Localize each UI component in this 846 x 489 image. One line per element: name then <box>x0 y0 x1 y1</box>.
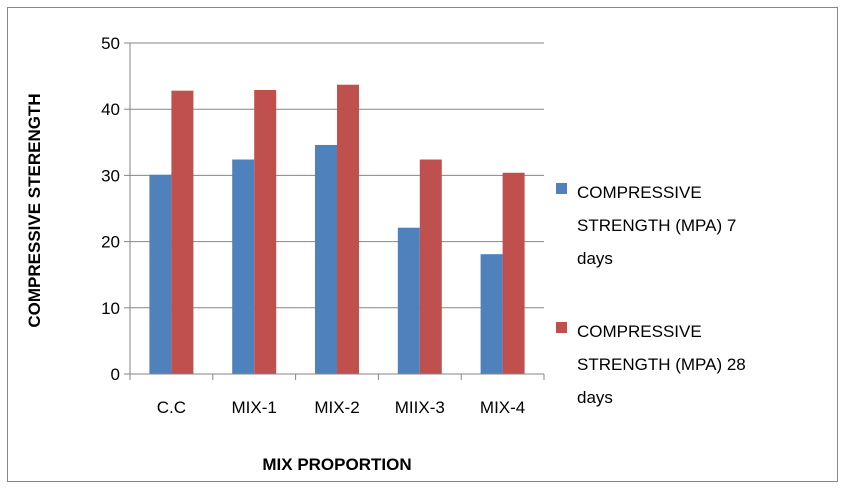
y-tick-label: 0 <box>111 365 120 384</box>
y-tick-label: 30 <box>101 166 120 185</box>
bar-7-days-mix-1 <box>232 159 255 374</box>
bar-7-days-mix-2 <box>315 144 337 374</box>
bar-7-days-c-c <box>149 174 172 374</box>
bar-28-days-mix-2 <box>337 84 359 375</box>
legend-swatch-28-days <box>556 322 567 333</box>
legend-label-28-days: STRENGTH (MPA) 28 <box>577 355 746 374</box>
legend-label-28-days: COMPRESSIVE <box>577 322 702 341</box>
x-tick-label: C.C <box>157 398 186 417</box>
bar-7-days-mix-4 <box>480 254 503 374</box>
bar-28-days-mix-4 <box>502 172 525 374</box>
bar-28-days-c-c <box>171 90 194 374</box>
legend-swatch-7-days <box>556 183 567 194</box>
legend-label-7-days: COMPRESSIVE <box>577 183 702 202</box>
y-axis-title: COMPRESSIVE STERENGTH <box>25 93 44 327</box>
x-tick-label: MIIX-3 <box>395 398 445 417</box>
x-tick-label: MIX-1 <box>232 398 277 417</box>
y-tick-label: 50 <box>101 34 120 53</box>
x-axis-title: MIX PROPORTION <box>262 455 411 474</box>
legend-label-28-days: days <box>577 388 613 407</box>
legend-label-7-days: STRENGTH (MPA) 7 <box>577 216 736 235</box>
bar-28-days-miix-3 <box>419 159 442 374</box>
bar-7-days-miix-3 <box>397 227 420 374</box>
x-tick-label: MIX-4 <box>480 398 525 417</box>
y-tick-label: 10 <box>101 299 120 318</box>
legend-label-7-days: days <box>577 249 613 268</box>
y-tick-label: 40 <box>101 100 120 119</box>
x-tick-label: MIX-2 <box>314 398 359 417</box>
bar-28-days-mix-1 <box>254 90 277 374</box>
y-tick-label: 20 <box>101 233 120 252</box>
